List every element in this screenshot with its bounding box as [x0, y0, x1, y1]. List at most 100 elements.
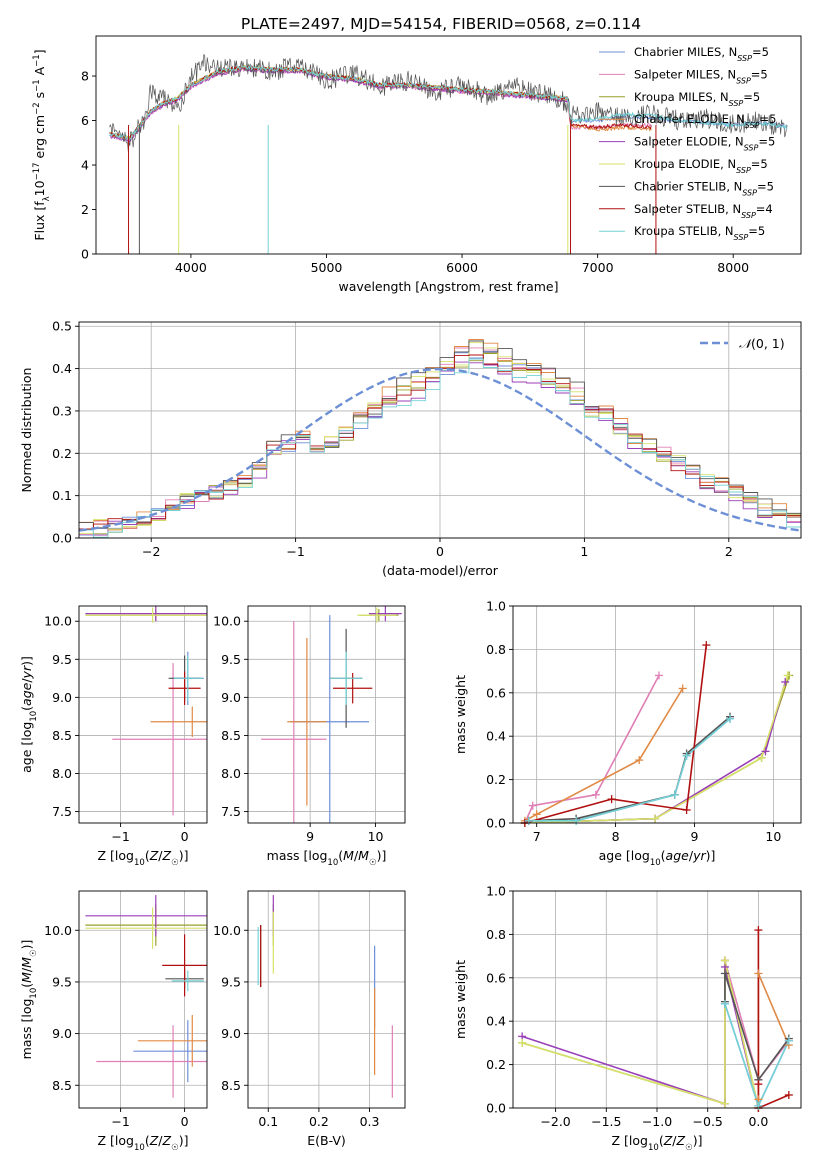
label-part: Z [log	[98, 848, 134, 863]
legend-entry: Salpeter STELIB, NSSP=4	[634, 202, 773, 220]
x-axis-label: mass [log10(M/M☉)]	[267, 848, 387, 868]
label-part: A	[32, 66, 47, 79]
label-part: (	[19, 983, 34, 988]
figure-title: PLATE=2497, MJD=54154, FIBERID=0568, z=0…	[241, 15, 641, 33]
x-tick-label: −0.5	[693, 1114, 723, 1129]
y-tick-label: 0.1	[52, 488, 72, 503]
series-line-kroupa-stelib	[109, 65, 788, 140]
x-tick-label: 8000	[717, 260, 749, 275]
x-tick-label: 9	[306, 829, 314, 844]
label-part: Z	[663, 1133, 673, 1148]
label-part: ☉	[369, 858, 377, 868]
y-tick-label: 9.0	[221, 690, 241, 705]
histogram-kroupa-stelib	[79, 358, 801, 538]
y-tick-label: 0.5	[52, 319, 72, 334]
label-part: Z	[149, 1133, 159, 1148]
y-tick-label: 4	[81, 158, 89, 173]
x-tick-label: 0	[181, 829, 189, 844]
x-tick-label: 2	[725, 544, 733, 559]
y-tick-label: 10.0	[213, 614, 241, 629]
label-part: wavelength [Angstrom, rest frame]	[338, 279, 558, 294]
label-part: (	[338, 848, 343, 863]
label-part: E(B-V)	[307, 1133, 346, 1148]
y-tick-label: 9.5	[221, 974, 241, 989]
y-tick-label: 9.5	[221, 652, 241, 667]
y-tick-label: 0.2	[486, 772, 506, 787]
y-tick-label: 0.4	[486, 1014, 506, 1029]
label-part: /	[689, 848, 694, 863]
y-tick-label: 8.5	[221, 1078, 241, 1093]
label-part: ☉	[685, 1143, 693, 1153]
y-tick-label: 10.0	[213, 923, 241, 938]
label-part: ☉	[171, 1143, 179, 1153]
label-part: Normed distribution	[19, 368, 34, 493]
label-part: (	[145, 1133, 150, 1148]
y-tick-label: 8.5	[52, 1078, 72, 1093]
y-tick-label: 7.5	[52, 804, 72, 819]
label-part: mass [log	[19, 999, 34, 1060]
label-part: )]	[19, 656, 34, 666]
weight-line-kroupa-elodie	[521, 959, 760, 1108]
y-tick-label: 0.3	[52, 403, 72, 418]
label-part: (	[145, 848, 150, 863]
x-tick-label: −1.0	[642, 1114, 672, 1129]
label-part: erg cm	[32, 115, 47, 163]
weight-line-chabrier-miles	[724, 1003, 790, 1107]
y-tick-label: 9.0	[52, 690, 72, 705]
x-tick-label: −2.0	[540, 1114, 570, 1129]
label-part: /	[19, 967, 34, 972]
histogram-chabrier-stelib	[79, 340, 801, 529]
axes-frame	[512, 605, 802, 824]
legend-entry: Salpeter MILES, NSSP=5	[634, 67, 768, 85]
label-part: age	[19, 682, 34, 706]
label-part: )]	[179, 848, 189, 863]
axes-frame	[95, 35, 802, 255]
label-part: 10	[32, 180, 47, 196]
x-tick-label: 0	[181, 1114, 189, 1129]
plot-area	[109, 54, 788, 254]
label-part: M	[343, 848, 354, 863]
label-part: /	[672, 1133, 677, 1148]
label-part: λ	[42, 196, 52, 201]
label-part: Flux [f	[32, 201, 47, 241]
axes-frame	[247, 890, 406, 1109]
label-part: Z	[162, 1133, 172, 1148]
label-part: −1	[32, 54, 42, 67]
y-axis-label: mass [log10(M/M☉)]	[19, 940, 39, 1060]
plot-area	[524, 645, 790, 823]
label-part: /	[158, 848, 163, 863]
label-part: age	[666, 848, 690, 863]
panel-spectrum: 4000 5000 6000 7000 8000 0 2 4 6 8 wavelength [Ang…	[32, 35, 802, 294]
label-part: (	[659, 1133, 664, 1148]
y-tick-label: 0.8	[486, 642, 506, 657]
plot-area	[261, 606, 402, 823]
y-tick-label: 1.0	[486, 884, 506, 899]
label-part: M	[19, 972, 34, 983]
label-part: M	[19, 957, 34, 968]
y-tick-label: 8.5	[221, 728, 241, 743]
panel-mass-vs-EBV: 0.1 0.2 0.3 8.5 9.0 9.5 10.0 E(B-V)	[213, 890, 406, 1148]
label-part: age [log	[19, 722, 34, 773]
label-part: yr	[692, 848, 706, 863]
label-part: Z [log	[98, 1133, 134, 1148]
label-part: )]	[706, 848, 716, 863]
label-part: (data-model)/error	[382, 563, 499, 578]
label-part: −1	[32, 79, 42, 92]
panel-residuals: −2 −1 0 1 2 0.0 0.1 0.2 0.3 0.4 0.5 (data-model)/er…	[19, 319, 802, 578]
x-tick-label: 0.2	[309, 1114, 329, 1129]
weight-line-salpeter-stelib	[757, 930, 790, 1108]
label-part: ]	[32, 49, 47, 54]
label-part: )]	[693, 1133, 703, 1148]
label-part: −17	[32, 162, 42, 180]
y-tick-label: 9.0	[52, 1026, 72, 1041]
panel-weight-vs-Z: −2.0 −1.5 −1.0 −0.5 0.0 0.0 0.2 0.4 0.6 0.8 1.0 Z […	[453, 884, 802, 1153]
x-axis-label: Z [log10(Z/Z☉)]	[612, 1133, 703, 1153]
label-part: /	[354, 848, 359, 863]
y-tick-label: 9.5	[52, 974, 72, 989]
y-tick-label: 0.0	[486, 816, 506, 831]
label-part: 10	[29, 711, 39, 722]
x-tick-label: 10	[368, 829, 384, 844]
label-part: )]	[179, 1133, 189, 1148]
plot-area	[521, 930, 790, 1108]
